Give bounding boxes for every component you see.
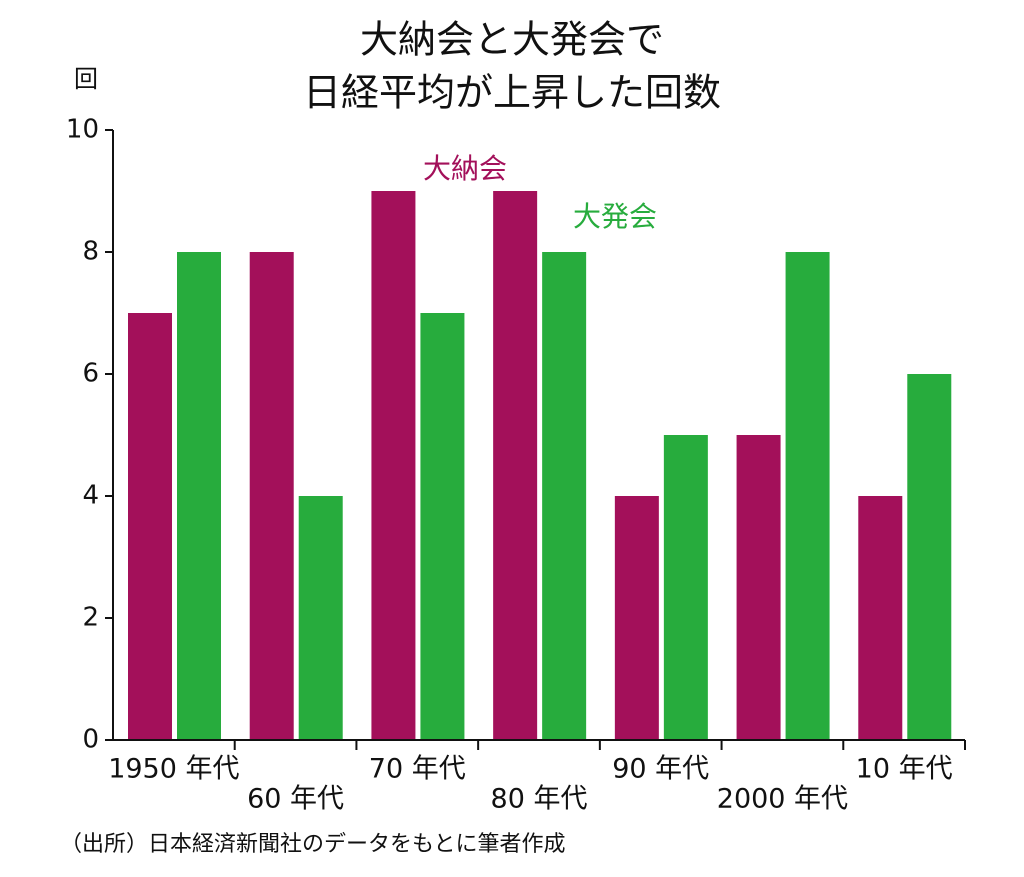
x-tick-label: 80 年代: [491, 784, 588, 815]
bar: [493, 191, 538, 740]
y-tick-label: 8: [82, 237, 99, 267]
series-label: 大納会: [423, 152, 507, 185]
bar: [907, 374, 952, 740]
x-tick-label: 70 年代: [369, 754, 466, 785]
y-tick-label: 10: [66, 115, 99, 145]
bar: [249, 252, 294, 740]
x-tick-label: 60 年代: [247, 784, 344, 815]
bar: [614, 496, 659, 740]
y-tick-label: 2: [82, 603, 99, 633]
x-tick-label: 2000 年代: [717, 784, 848, 815]
x-tick-label: 90 年代: [612, 754, 709, 785]
bar: [785, 252, 830, 740]
chart-title: 日経平均が上昇した回数: [303, 71, 721, 115]
bar: [420, 313, 465, 740]
y-tick-label: 4: [82, 481, 99, 511]
bar: [128, 313, 172, 740]
y-axis-label: 回: [74, 65, 98, 93]
y-tick-label: 0: [82, 725, 99, 755]
x-tick-label: 1950 年代: [108, 754, 239, 785]
bar: [858, 496, 903, 740]
bar: [371, 191, 416, 740]
bar: [663, 435, 708, 740]
y-tick-label: 6: [82, 359, 99, 389]
bar: [542, 252, 587, 740]
bar: [177, 252, 221, 740]
series-label: 大発会: [573, 200, 657, 233]
bar: [298, 496, 343, 740]
x-tick-label: 10 年代: [856, 754, 953, 785]
source-note: （出所）日本経済新聞社のデータをもとに筆者作成: [60, 832, 566, 857]
bar: [736, 435, 781, 740]
chart-title: 大納会と大発会で: [360, 18, 664, 62]
